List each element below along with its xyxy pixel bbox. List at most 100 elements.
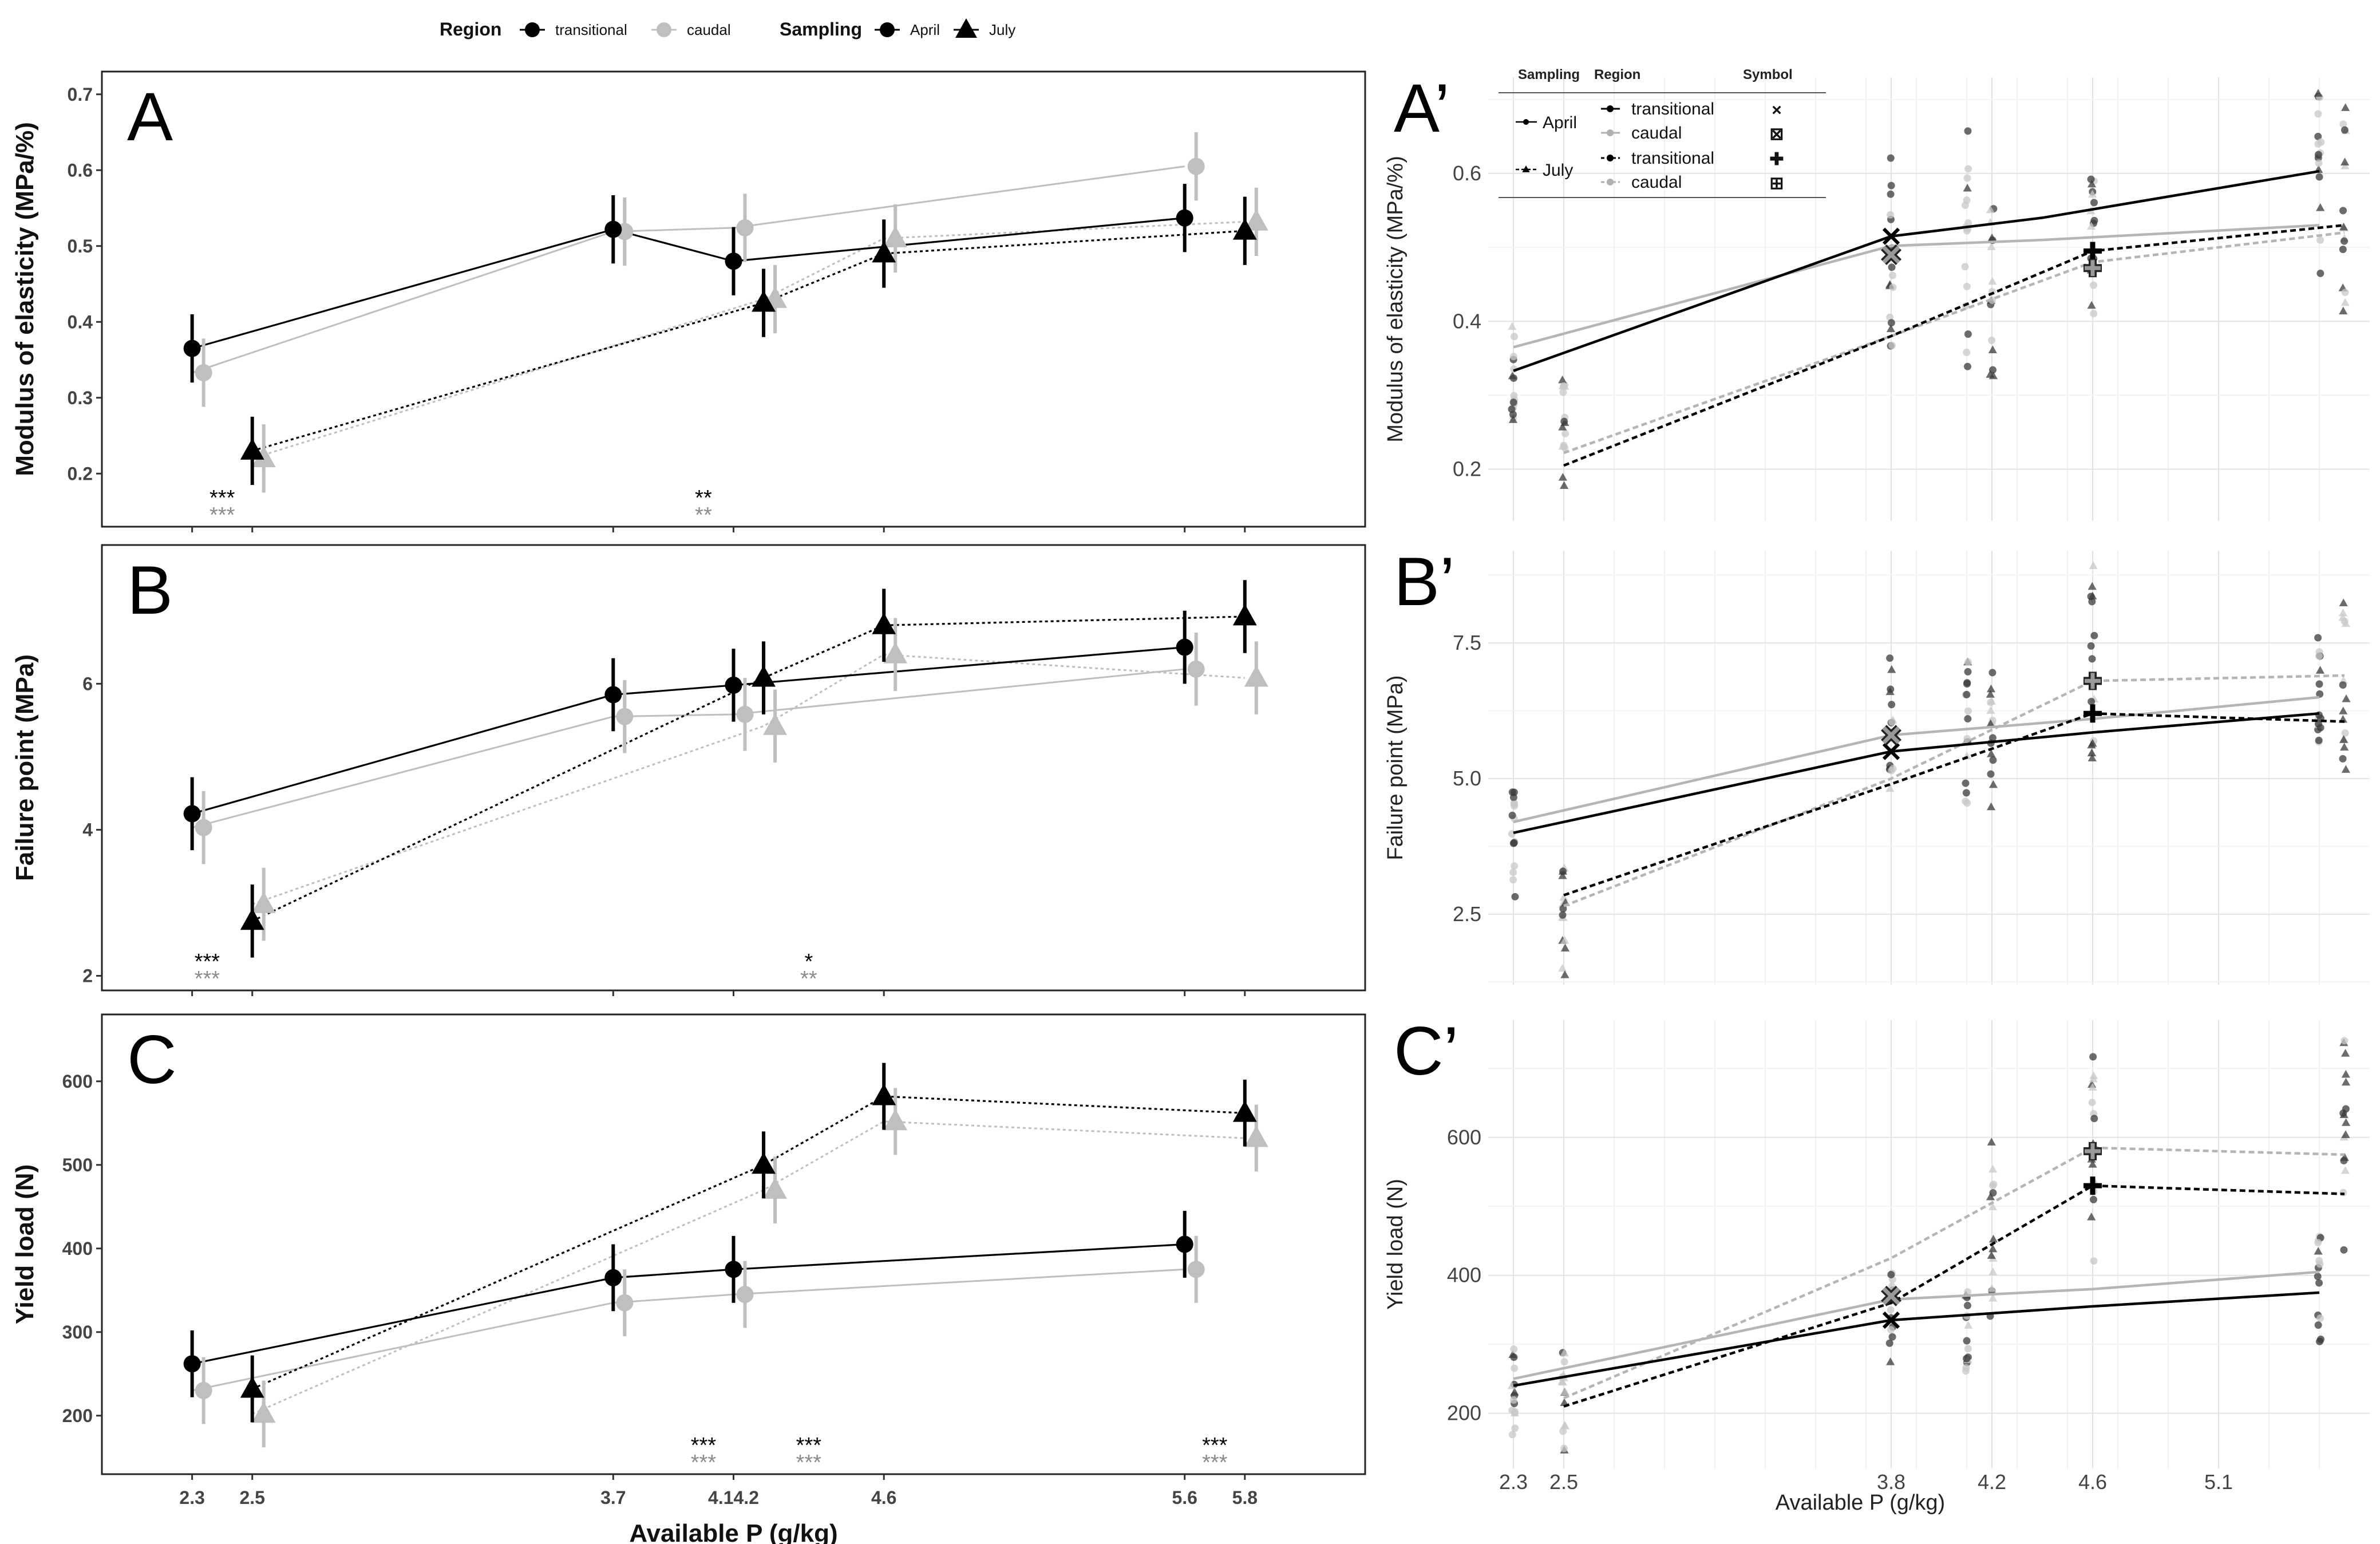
observation-point	[2089, 1053, 2097, 1061]
observation-point	[2315, 159, 2323, 167]
observation-point	[1560, 1421, 1569, 1429]
observation-point	[2341, 617, 2349, 625]
x-tick-label: 2.3	[1499, 1470, 1528, 1494]
observation-point	[1509, 374, 1517, 382]
observation-point	[2315, 736, 2323, 744]
data-point	[616, 708, 634, 725]
observation-point	[2090, 216, 2098, 224]
observation-point	[1509, 876, 1517, 884]
observation-point	[2314, 1273, 2322, 1281]
data-point	[1187, 1261, 1205, 1278]
y-axis-label: Modulus of elasticity (MPa/%)	[11, 122, 39, 476]
observation-point	[1988, 336, 1996, 344]
data-point	[872, 613, 896, 634]
x-axis-label: Available P (g/kg)	[1776, 1491, 1945, 1515]
observation-point	[2087, 1213, 2096, 1221]
y-tick-label: 0.4	[68, 311, 93, 332]
observation-point	[1986, 684, 1996, 693]
observation-point	[2317, 138, 2325, 146]
legend-region-title: Region	[440, 19, 501, 40]
data-point	[195, 364, 212, 382]
inset-legend-sampling: July	[1543, 161, 1573, 180]
legend-marker	[880, 22, 895, 37]
observation-point	[1987, 233, 1996, 242]
observation-point	[2339, 306, 2348, 315]
observation-point	[2339, 246, 2347, 254]
data-point	[883, 642, 908, 664]
observation-point	[1560, 970, 1569, 978]
data-point	[763, 713, 787, 735]
panel-letter: A’	[1394, 70, 1450, 147]
observation-point	[2340, 1156, 2348, 1164]
observation-point	[2339, 681, 2347, 689]
data-point	[1244, 1126, 1268, 1147]
observation-point	[1888, 701, 1896, 709]
series-line	[252, 653, 1245, 905]
observation-point	[1963, 1301, 1971, 1309]
observation-point	[2340, 743, 2349, 751]
observation-point	[1888, 271, 1896, 279]
observation-point	[1885, 784, 1895, 792]
observation-point	[2087, 175, 2095, 183]
observation-point	[2316, 203, 2325, 211]
observation-point	[1558, 871, 1567, 879]
panel-C: 200 300 400 500 600 2.3 2.5 3.7 4.14.2 4.6 5.6 5.8 Y…	[11, 1013, 1366, 1544]
observation-point	[1887, 181, 1895, 189]
observation-point	[1964, 127, 1972, 135]
data-point	[725, 252, 742, 270]
observation-point	[1560, 382, 1568, 390]
observation-point	[1964, 1288, 1972, 1296]
observation-point	[1560, 417, 1568, 425]
observation-point	[1988, 1244, 1998, 1253]
observation-point	[1560, 1348, 1569, 1357]
observation-point	[2315, 173, 2323, 181]
observation-point	[1886, 1357, 1895, 1365]
significance-transitional: *	[804, 950, 813, 974]
summary-symbol	[1882, 227, 1900, 245]
panel-B2: 2.5 5.0 7.5 Failure point (MPa) B’	[1383, 543, 2370, 985]
observation-point	[1888, 1333, 1896, 1341]
observation-point	[2341, 1166, 2350, 1174]
observation-point	[2088, 1083, 2097, 1091]
observation-point	[1961, 263, 1969, 271]
observation-point	[1559, 893, 1568, 901]
y-tick-label: 600	[1447, 1126, 1481, 1149]
inset-legend-symbol: ⊠	[1769, 125, 1784, 144]
significance-transitional: ***	[796, 1434, 822, 1458]
y-tick-label: 400	[1447, 1263, 1481, 1287]
data-point	[1244, 209, 1268, 231]
summary-symbol	[1882, 743, 1900, 760]
observation-point	[2314, 1246, 2323, 1255]
observation-point	[2090, 1115, 2098, 1123]
observation-point	[1510, 1388, 1519, 1396]
y-tick-label: 6	[82, 673, 93, 694]
observation-point	[1963, 183, 1972, 192]
data-point	[1176, 1235, 1193, 1253]
observation-point	[1986, 719, 1995, 728]
observation-point	[2341, 237, 2349, 245]
observation-point	[1558, 375, 1567, 384]
inset-legend-symbol: ×	[1772, 101, 1782, 120]
observation-point	[2341, 298, 2350, 306]
observation-point	[2314, 1239, 2322, 1247]
y-tick-label: 200	[1447, 1401, 1481, 1425]
observation-point	[1963, 735, 1971, 743]
observation-point	[2087, 748, 2097, 756]
observation-point	[1886, 654, 1894, 662]
observation-point	[2339, 598, 2348, 607]
observation-point	[1558, 422, 1567, 431]
observation-point	[1559, 1427, 1567, 1435]
y-axis-label: Modulus of elasticity (MPa/%)	[1383, 156, 1408, 443]
data-point	[1176, 209, 1193, 227]
series-line	[192, 1243, 1185, 1365]
observation-point	[1963, 174, 1971, 182]
x-axis-label: Available P (g/kg)	[629, 1519, 837, 1544]
data-point	[604, 686, 622, 704]
observation-point	[1964, 1321, 1973, 1329]
x-tick-label: 4.6	[871, 1487, 896, 1508]
observation-point	[1988, 1293, 1998, 1302]
y-axis-label: Yield load (N)	[1383, 1179, 1408, 1310]
y-tick-label: 600	[62, 1071, 93, 1092]
summary-symbol	[1882, 726, 1900, 744]
